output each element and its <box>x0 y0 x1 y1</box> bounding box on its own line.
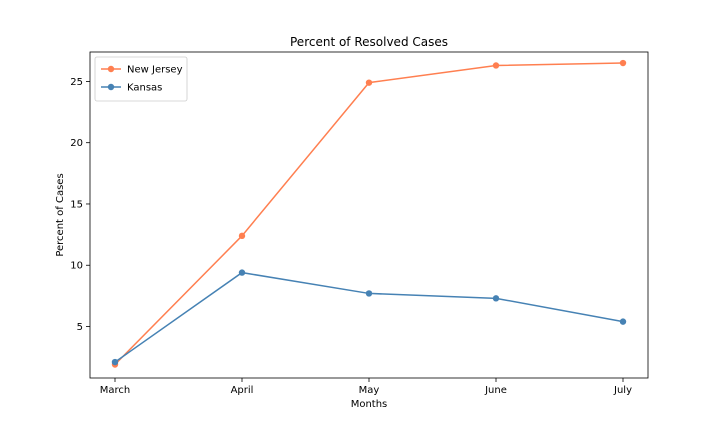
data-point <box>492 295 500 302</box>
legend-label: Kansas <box>127 83 162 94</box>
chart-title: Percent of Resolved Cases <box>290 35 448 49</box>
x-axis-label: Months <box>351 399 388 410</box>
y-tick-label: 5 <box>77 322 83 333</box>
series-line <box>114 62 624 366</box>
y-tick-label: 25 <box>70 77 83 88</box>
legend: New Jersey Kansas <box>94 56 188 102</box>
x-tick-label: March <box>100 385 130 396</box>
x-tick-label: July <box>613 385 632 396</box>
series-line <box>114 271 624 363</box>
legend-swatch-marker <box>107 83 115 91</box>
x-tick-label: May <box>359 385 380 396</box>
data-point <box>365 290 373 297</box>
y-tick-label: 10 <box>70 261 83 272</box>
data-point <box>619 318 627 325</box>
data-point <box>238 232 246 240</box>
data-point <box>492 62 500 69</box>
legend-swatch-marker <box>107 65 115 73</box>
plot-area: March April May June July 5 10 15 20 25 <box>70 51 649 396</box>
legend-label: New Jersey <box>127 65 183 76</box>
data-point <box>619 59 627 67</box>
data-point <box>238 269 246 276</box>
y-tick-label: 20 <box>70 138 83 149</box>
data-point <box>365 79 373 86</box>
legend-box <box>94 56 188 102</box>
data-point <box>111 358 119 366</box>
x-tick-label: April <box>231 385 254 396</box>
y-tick-label: 15 <box>70 199 83 210</box>
y-axis-label: Percent of Cases <box>55 173 66 256</box>
x-tick-label: June <box>484 385 507 396</box>
